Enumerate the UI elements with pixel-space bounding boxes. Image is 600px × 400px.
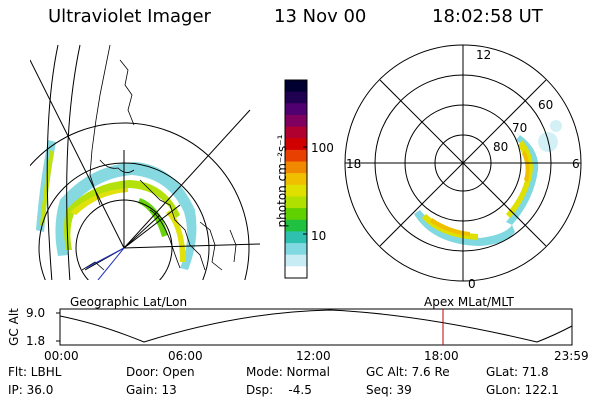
info-ip: IP: 36.0	[8, 383, 54, 397]
geographic-label: Geographic Lat/Lon	[70, 295, 188, 309]
info-mode: Mode: Normal	[246, 365, 330, 379]
timeline-ytick-high: 9.0	[26, 306, 46, 320]
colorbar-tick-10: 10	[311, 229, 327, 243]
colorbar-frame	[284, 79, 308, 279]
info-seq: Seq: 39	[366, 383, 412, 397]
time-label: 18:02:58 UT	[432, 6, 543, 27]
apex-label: Apex MLat/MLT	[424, 295, 514, 309]
aurora-right	[414, 120, 562, 246]
colorbar-segment	[285, 91, 307, 104]
timeline-xtick-1800: 18:00	[424, 349, 459, 363]
colorbar-segment	[285, 219, 307, 232]
timeline-ytick-low: 1.8	[26, 334, 46, 348]
lat-label-80: 80	[493, 140, 509, 154]
timeline-xtick-0600: 06:00	[168, 349, 203, 363]
colorbar-segment	[285, 103, 307, 116]
info-door: Door: Open	[126, 365, 195, 379]
colorbar-segment	[285, 138, 307, 151]
colorbar-unit-label: photon cm⁻²s⁻¹	[275, 134, 289, 228]
instrument-title: Ultraviolet Imager	[48, 6, 211, 27]
lat-label-60: 60	[538, 98, 554, 112]
date-label: 13 Nov 00	[274, 6, 367, 27]
colorbar-segment	[285, 266, 307, 279]
info-filter: Flt: LBHL	[8, 365, 62, 379]
geographic-map	[30, 44, 261, 280]
colorbar-segment	[285, 173, 307, 186]
lat-label-70: 70	[512, 121, 528, 135]
colorbar	[285, 80, 307, 279]
colorbar-segment	[285, 184, 307, 197]
info-gc-alt: GC Alt: 7.6 Re	[366, 365, 450, 379]
timeline-axis-label: GC Alt	[7, 308, 21, 346]
colorbar-segment	[285, 243, 307, 256]
info-dsp: Dsp: -4.5	[246, 383, 312, 397]
colorbar-segment	[285, 114, 307, 128]
info-glon: GLon: 122.1	[486, 383, 559, 397]
mlt-label-18: 18	[346, 157, 362, 171]
colorbar-segment	[285, 231, 307, 244]
colorbar-segment	[285, 208, 307, 221]
colorbar-segment	[285, 126, 307, 139]
colorbar-segment	[285, 196, 307, 209]
polar-plot	[344, 44, 582, 282]
altitude-timeline	[56, 308, 573, 346]
timeline-xtick-2359: 23:59	[554, 349, 589, 363]
colorbar-segment	[285, 80, 307, 93]
mlt-label-6: 6	[572, 157, 580, 171]
info-gain: Gain: 13	[126, 383, 177, 397]
info-glat: GLat: 71.8	[486, 365, 549, 379]
mlt-label-0: 0	[468, 277, 476, 291]
colorbar-segment	[285, 149, 307, 163]
mlt-label-12: 12	[476, 48, 492, 62]
colorbar-segment	[285, 161, 307, 174]
colorbar-segment	[285, 254, 307, 267]
colorbar-tick-100: 100	[311, 141, 334, 155]
timeline-xtick-0000: 00:00	[44, 349, 79, 363]
timeline-xtick-1200: 12:00	[296, 349, 331, 363]
